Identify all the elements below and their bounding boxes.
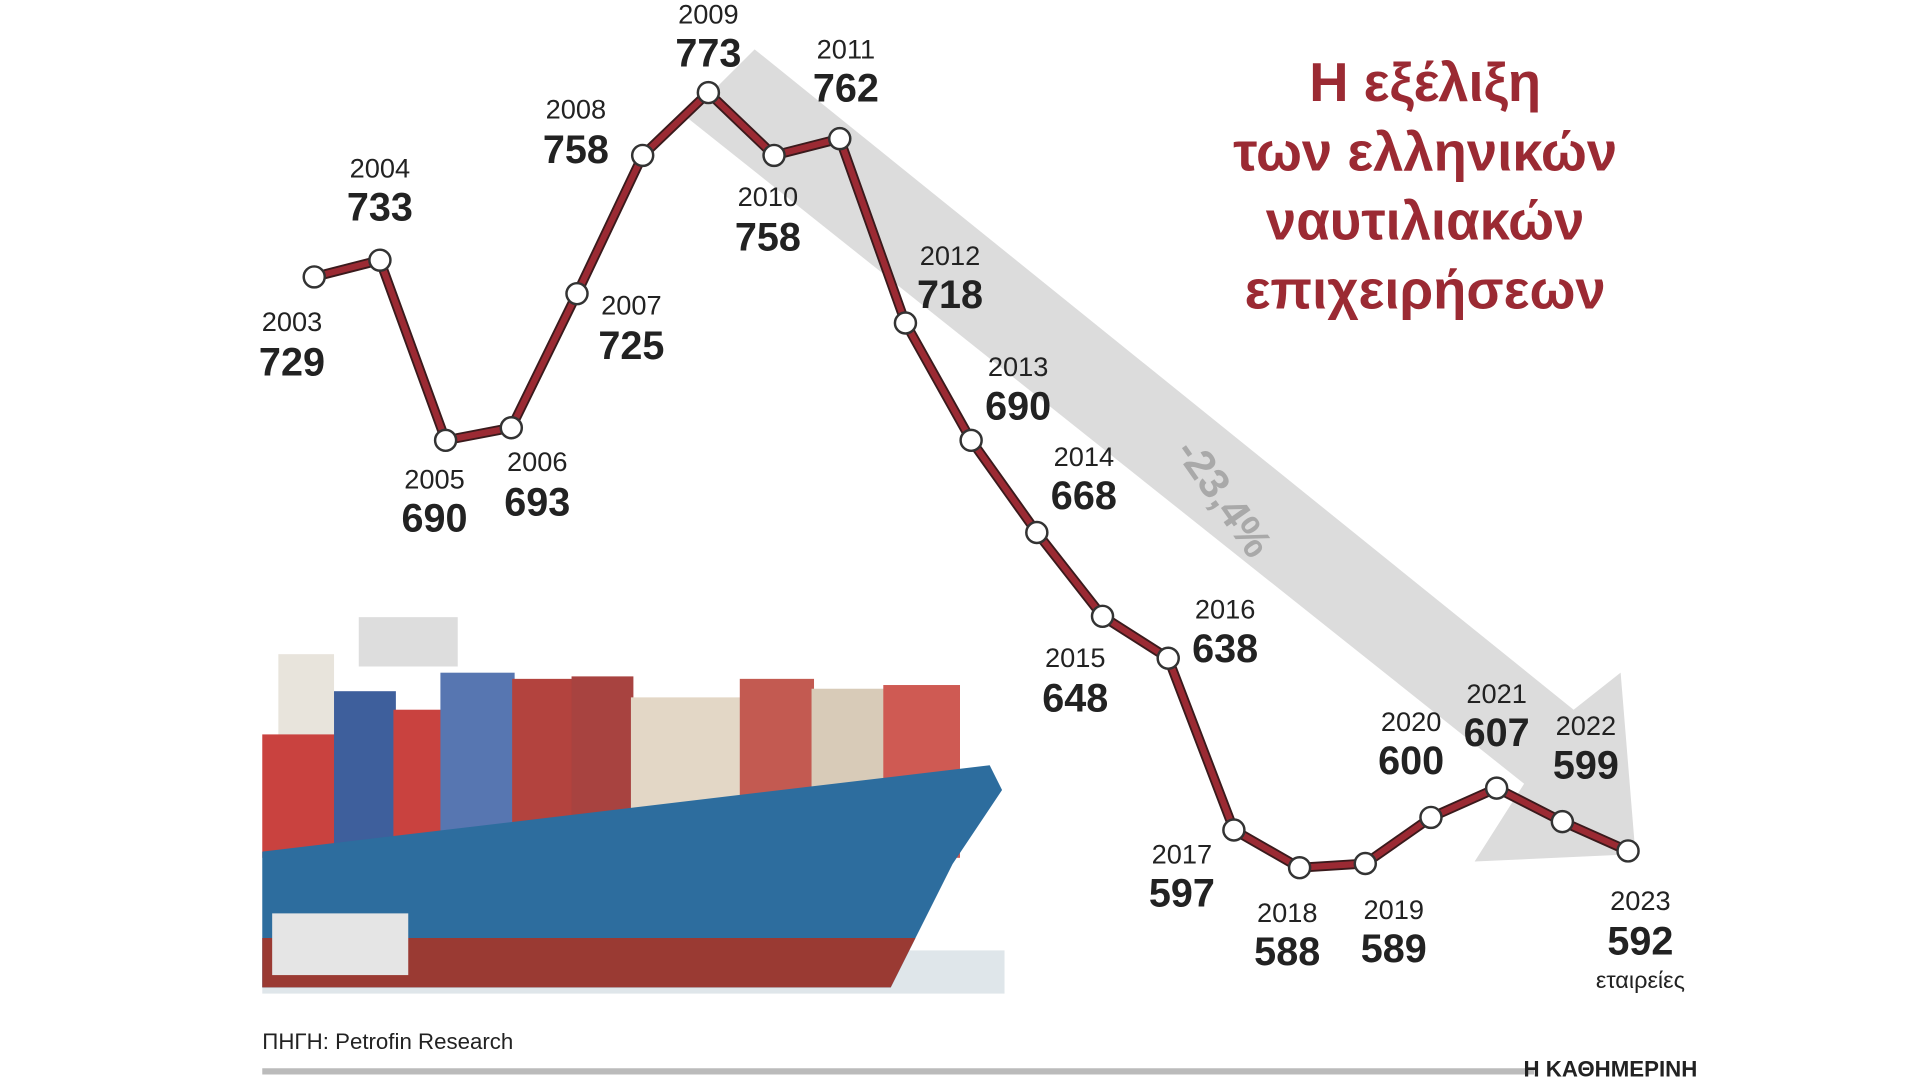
year-label: 2003 <box>262 306 323 337</box>
hull-bottom <box>262 938 916 988</box>
year-label: 2019 <box>1363 894 1424 925</box>
value-label: 758 <box>543 128 609 172</box>
value-label: 588 <box>1254 930 1320 974</box>
year-label: 2021 <box>1466 678 1527 709</box>
source: ΠΗΓΗ: Petrofin Research <box>262 1029 513 1054</box>
year-label: 2010 <box>738 181 799 212</box>
point <box>1090 604 1115 629</box>
publisher: Η ΚΑΘΗΜΕΡΙΝΗ <box>1524 1056 1698 1080</box>
value-label: 690 <box>985 384 1051 428</box>
trend-arrow <box>686 49 1636 862</box>
value-label: 733 <box>347 186 413 230</box>
point <box>762 143 786 168</box>
value-label: 589 <box>1361 927 1427 971</box>
value-label: 758 <box>735 215 801 259</box>
point <box>499 416 524 440</box>
point <box>433 428 458 453</box>
value-label: 718 <box>917 273 983 317</box>
chart-title: ναυτιλιακών <box>1266 191 1584 252</box>
year-label: 2007 <box>601 290 662 321</box>
value-label: 693 <box>504 480 570 524</box>
point <box>302 265 326 289</box>
point <box>959 428 983 453</box>
year-label: 2006 <box>507 446 568 477</box>
point <box>893 311 918 335</box>
point <box>1025 520 1049 545</box>
year-label: 2012 <box>920 240 981 271</box>
point <box>1616 839 1640 863</box>
plot: 2003729200473320056902006693200772520087… <box>259 0 1685 993</box>
year-label: 2013 <box>988 351 1049 382</box>
value-label: 638 <box>1192 627 1258 671</box>
year-label: 2004 <box>350 152 411 183</box>
point <box>1222 818 1246 842</box>
year-label: 2016 <box>1195 594 1256 625</box>
point <box>1550 809 1575 834</box>
chart-title: Η εξέλιξη <box>1309 52 1541 113</box>
value-label: 690 <box>401 497 467 541</box>
point <box>1287 855 1312 880</box>
point <box>368 248 392 272</box>
ship-illustration <box>262 617 1005 994</box>
value-label: 592 <box>1607 920 1673 964</box>
unit-label: εταιρείες <box>1596 967 1685 993</box>
point <box>1484 776 1509 800</box>
value-label: 668 <box>1051 474 1117 518</box>
point <box>565 281 589 306</box>
year-label: 2022 <box>1556 710 1617 741</box>
year-label: 2008 <box>546 93 607 124</box>
year-label: 2014 <box>1054 441 1115 472</box>
point <box>630 143 655 168</box>
value-label: 762 <box>813 67 879 111</box>
value-label: 597 <box>1149 872 1215 916</box>
point <box>1353 851 1378 876</box>
point <box>696 80 721 105</box>
bridge-top <box>358 617 458 667</box>
value-label: 600 <box>1378 739 1444 783</box>
value-label: 599 <box>1553 743 1619 787</box>
value-label: 607 <box>1464 711 1530 755</box>
year-label: 2017 <box>1152 838 1213 869</box>
year-label: 2015 <box>1045 642 1106 673</box>
chart-title: επιχειρήσεων <box>1245 260 1606 321</box>
year-label: 2011 <box>817 33 876 64</box>
year-label: 2023 <box>1610 885 1671 916</box>
point <box>1156 646 1180 670</box>
point <box>827 126 852 151</box>
value-label: 729 <box>259 341 325 385</box>
point <box>1419 805 1443 830</box>
year-label: 2009 <box>678 0 739 29</box>
hull <box>262 765 1003 988</box>
value-label: 725 <box>598 324 664 368</box>
year-label: 2020 <box>1381 706 1442 737</box>
value-label: 648 <box>1042 676 1108 720</box>
chart-title: των ελληνικών <box>1233 121 1617 182</box>
tug <box>272 913 409 976</box>
value-label: 773 <box>675 32 741 76</box>
year-label: 2005 <box>404 463 465 494</box>
year-label: 2018 <box>1257 897 1318 928</box>
